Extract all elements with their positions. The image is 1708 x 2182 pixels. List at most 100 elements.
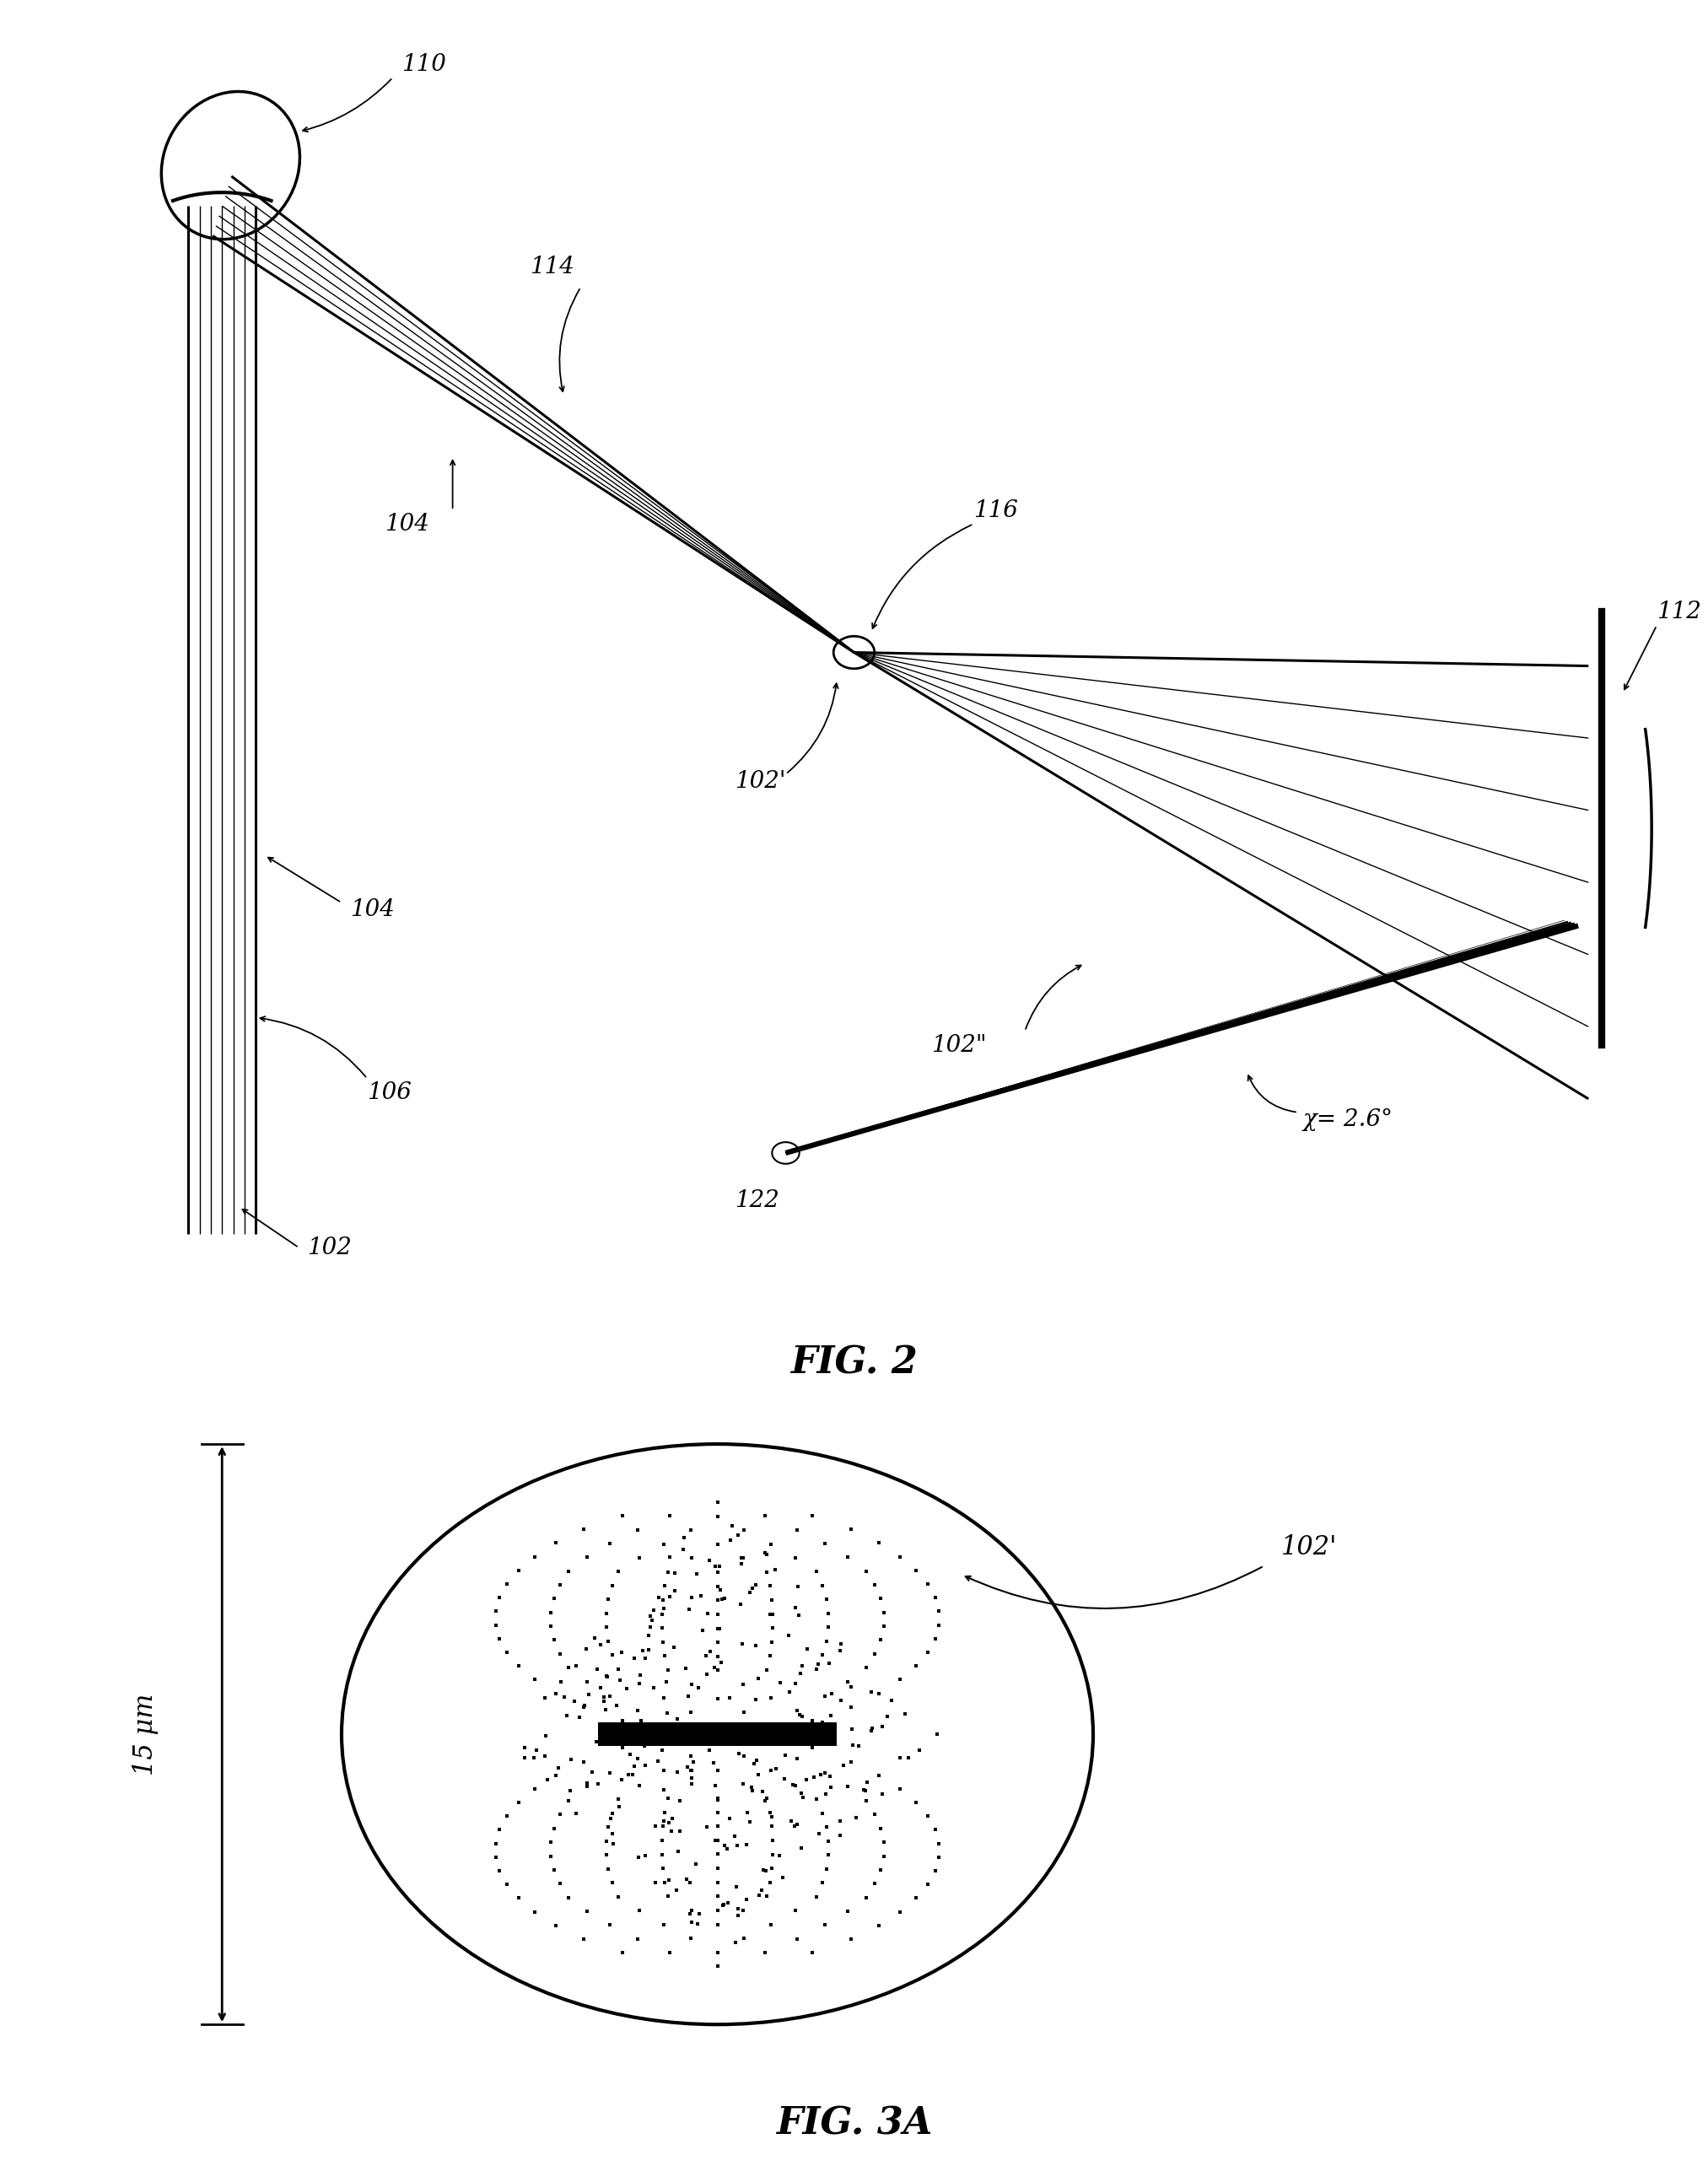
- Point: [769, 1713, 796, 1748]
- Point: [926, 1826, 953, 1861]
- Point: [837, 1922, 864, 1957]
- Point: [547, 1665, 574, 1700]
- Point: [651, 1639, 678, 1674]
- Point: [786, 1656, 813, 1691]
- Point: [811, 1907, 839, 1942]
- Point: [757, 1569, 784, 1604]
- Point: [550, 1680, 577, 1715]
- Point: [538, 1608, 565, 1643]
- Point: [834, 1665, 861, 1700]
- Point: [777, 1802, 804, 1837]
- Point: [869, 1824, 897, 1859]
- Point: [811, 1678, 839, 1713]
- Text: 15 μm: 15 μm: [132, 1693, 159, 1776]
- Point: [758, 1800, 786, 1835]
- Text: 104: 104: [384, 513, 429, 537]
- Point: [757, 1597, 784, 1632]
- Point: [811, 1525, 839, 1560]
- Point: [586, 1669, 613, 1704]
- Point: [695, 1543, 722, 1578]
- Point: [784, 1920, 811, 1955]
- Text: χ= 2.6°: χ= 2.6°: [1303, 1108, 1394, 1130]
- Point: [557, 1741, 584, 1776]
- Point: [704, 1597, 731, 1632]
- Point: [914, 1567, 941, 1602]
- Point: [627, 1704, 654, 1739]
- Point: [892, 1698, 919, 1733]
- Point: [729, 1767, 757, 1802]
- Point: [793, 1763, 820, 1798]
- Point: [729, 1894, 757, 1929]
- Point: [827, 1818, 854, 1853]
- Point: [752, 1499, 779, 1534]
- Point: [608, 1499, 635, 1534]
- Point: [722, 1870, 750, 1905]
- Point: [731, 1920, 758, 1955]
- Point: [649, 1809, 676, 1844]
- Point: [600, 1639, 627, 1674]
- Point: [487, 1853, 514, 1887]
- Point: [562, 1647, 589, 1682]
- Point: [767, 1665, 794, 1700]
- Point: [758, 1837, 786, 1872]
- Point: [857, 1674, 885, 1709]
- Point: [724, 1892, 752, 1927]
- Point: [656, 1706, 683, 1741]
- Point: [618, 1757, 646, 1791]
- Point: [816, 1698, 844, 1733]
- Point: [886, 1663, 914, 1698]
- Point: [818, 1676, 845, 1711]
- Point: [654, 1652, 681, 1687]
- Point: [762, 1551, 789, 1586]
- Point: [676, 1920, 704, 1955]
- Point: [671, 1652, 699, 1687]
- Point: [728, 1540, 755, 1575]
- Point: [651, 1754, 678, 1789]
- Point: [704, 1582, 731, 1617]
- Point: [714, 1831, 741, 1866]
- Point: [588, 1628, 615, 1663]
- Point: [784, 1807, 811, 1842]
- Point: [511, 1741, 538, 1776]
- Point: [680, 1746, 707, 1781]
- Point: [681, 1846, 709, 1881]
- Point: [799, 1935, 827, 1970]
- Point: [678, 1752, 705, 1787]
- Point: [494, 1634, 521, 1669]
- Point: [632, 1748, 659, 1783]
- Point: [678, 1667, 705, 1702]
- Point: [547, 1798, 574, 1833]
- Point: [658, 1813, 685, 1848]
- Point: [593, 1595, 620, 1630]
- Point: [803, 1652, 830, 1687]
- Point: [574, 1540, 601, 1575]
- Point: [895, 1741, 922, 1776]
- Point: [813, 1582, 840, 1617]
- Point: [753, 1879, 781, 1914]
- Text: 106: 106: [367, 1080, 412, 1104]
- Text: 102": 102": [931, 1034, 986, 1056]
- Point: [637, 1610, 664, 1645]
- Point: [574, 1765, 601, 1800]
- Point: [705, 1612, 733, 1647]
- Point: [782, 1665, 810, 1700]
- Point: [868, 1709, 895, 1743]
- Point: [613, 1671, 640, 1706]
- Point: [584, 1652, 611, 1687]
- Point: [813, 1623, 840, 1658]
- Point: [654, 1805, 681, 1839]
- Point: [576, 1676, 603, 1711]
- Point: [902, 1650, 929, 1685]
- Point: [864, 1525, 892, 1560]
- Point: [678, 1540, 705, 1575]
- Point: [664, 1702, 692, 1737]
- Point: [770, 1761, 798, 1796]
- Point: [654, 1879, 681, 1914]
- Text: 110: 110: [401, 52, 446, 76]
- Point: [673, 1861, 700, 1896]
- Point: [722, 1925, 750, 1959]
- Point: [782, 1591, 810, 1626]
- Point: [902, 1554, 929, 1588]
- Point: [815, 1824, 842, 1859]
- Point: [615, 1757, 642, 1791]
